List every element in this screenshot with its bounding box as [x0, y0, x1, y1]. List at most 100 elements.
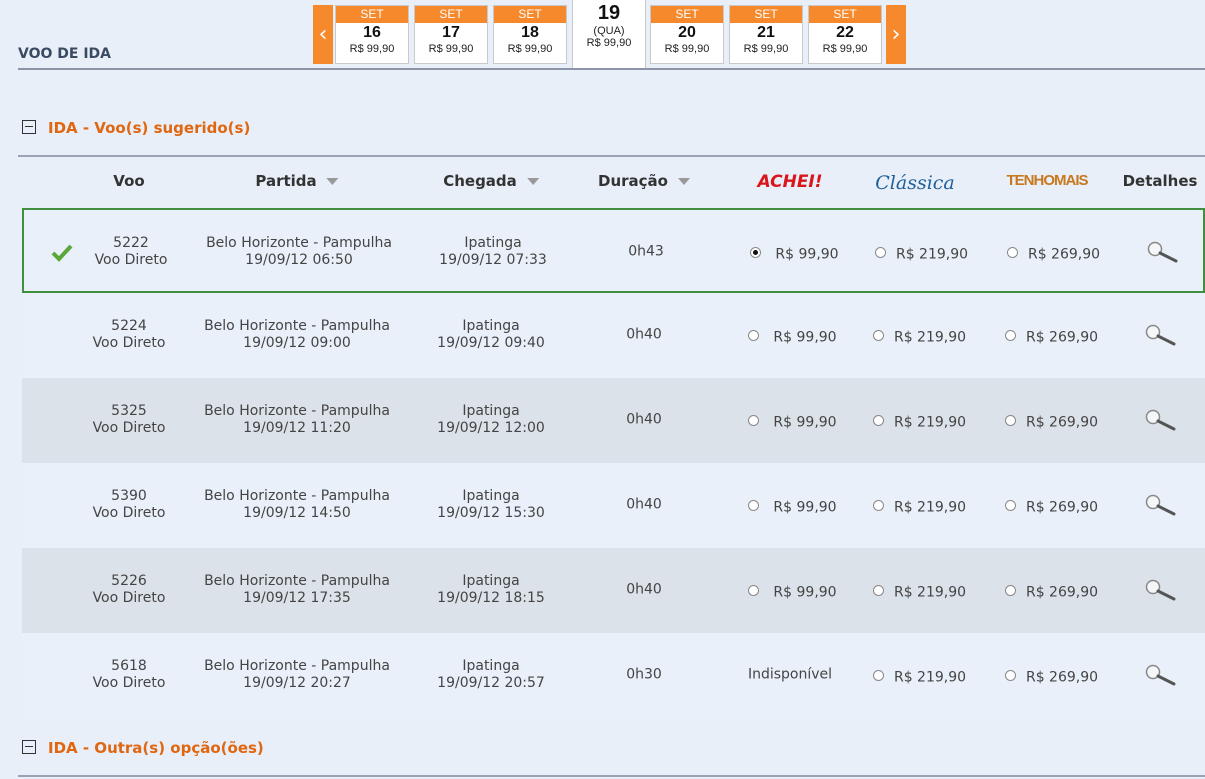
- date-option[interactable]: SET 17 R$ 99,90: [414, 5, 488, 64]
- sort-icon: [526, 178, 539, 185]
- fare-radio[interactable]: [1005, 670, 1016, 681]
- flight-line: 5224: [111, 318, 147, 334]
- flight-line: Voo Direto: [94, 252, 168, 268]
- section[interactable]: IDA - Voo(s) sugerido(s): [22, 119, 250, 137]
- month: SET: [651, 6, 723, 23]
- header-text: Detalhes: [1122, 172, 1198, 190]
- departure: Belo Horizonte - Pampulha 19/09/12 06:50: [206, 235, 392, 269]
- date-option[interactable]: SET 16 R$ 99,90: [335, 5, 409, 64]
- price: R$ 99,90: [822, 43, 868, 55]
- details-icon[interactable]: [1143, 493, 1177, 517]
- fare-radio[interactable]: [875, 247, 886, 258]
- flight: 5325 Voo Direto: [93, 403, 166, 437]
- fare-radio[interactable]: [1005, 415, 1016, 426]
- fare-radio[interactable]: [873, 670, 884, 681]
- day: 20: [678, 24, 696, 41]
- flight-line: 5222: [113, 235, 149, 251]
- departure-line: Belo Horizonte - Pampulha: [204, 658, 390, 674]
- details-icon[interactable]: [1143, 323, 1177, 347]
- header-text: Partida: [255, 172, 317, 190]
- day: 19: [597, 2, 621, 24]
- duration-line: 0h40: [626, 581, 662, 598]
- fare-price: R$ 219,90: [893, 499, 967, 516]
- fare-radio[interactable]: [1007, 247, 1018, 258]
- column-header[interactable]: Partida: [255, 172, 339, 190]
- fare-price: R$ 219,90: [895, 246, 969, 263]
- month: SET: [494, 6, 566, 23]
- flight-row: 5390 Voo Direto Belo Horizonte - Pampulha 1…: [22, 463, 1205, 548]
- flight-line: Voo Direto: [92, 590, 166, 606]
- fare-price: R$ 269,90: [1025, 329, 1099, 346]
- section[interactable]: IDA - Outra(s) opção(ões): [22, 739, 264, 757]
- arrival-line: Ipatinga: [462, 403, 520, 419]
- fare-price: R$ 99,90: [773, 329, 837, 346]
- departure-line: 19/09/12 17:35: [243, 590, 351, 606]
- departure-line: 19/09/12 09:00: [243, 335, 351, 351]
- departure: Belo Horizonte - Pampulha 19/09/12 20:27: [204, 658, 390, 692]
- header-text: Clássica: [875, 172, 955, 194]
- fare-radio[interactable]: [873, 500, 884, 511]
- day: 16: [363, 24, 381, 41]
- details-icon[interactable]: [1145, 240, 1179, 264]
- date-option[interactable]: SET 20 R$ 99,90: [650, 5, 724, 64]
- arrival: Ipatinga 19/09/12 07:33: [439, 235, 547, 269]
- flight-line: Voo Direto: [92, 335, 166, 351]
- fare-radio[interactable]: [1005, 330, 1016, 341]
- fare-radio[interactable]: [750, 247, 761, 258]
- fare-price: R$ 269,90: [1025, 669, 1099, 686]
- flight: 5618 Voo Direto: [93, 658, 166, 692]
- fare-radio[interactable]: [873, 415, 884, 426]
- header-text: TENHOMAIS: [1006, 172, 1089, 189]
- fare-price: R$ 99,90: [773, 584, 837, 601]
- departure-line: Belo Horizonte - Pampulha: [204, 318, 390, 334]
- fare-radio[interactable]: [748, 330, 759, 341]
- arrival-line: Ipatinga: [462, 658, 520, 674]
- date-option[interactable]: SET 22 R$ 99,90: [808, 5, 882, 64]
- sort-icon: [677, 178, 690, 185]
- date-option[interactable]: SET 21 R$ 99,90: [729, 5, 803, 64]
- details-icon[interactable]: [1143, 578, 1177, 602]
- header-text: Chegada: [443, 172, 517, 190]
- date-option[interactable]: SET 18 R$ 99,90: [493, 5, 567, 64]
- day: 18: [521, 24, 539, 41]
- arrival: Ipatinga 19/09/12 20:57: [437, 658, 545, 692]
- column-header[interactable]: Duração: [598, 172, 690, 190]
- month: SET: [809, 6, 881, 23]
- fare-radio[interactable]: [873, 330, 884, 341]
- price: R$ 99,90: [664, 43, 710, 55]
- next-arrow[interactable]: ›: [886, 5, 906, 64]
- departure-line: Belo Horizonte - Pampulha: [206, 235, 392, 251]
- section-title: IDA - Voo(s) sugerido(s): [48, 119, 251, 137]
- price: R$ 99,90: [349, 43, 395, 55]
- fare-radio[interactable]: [748, 415, 759, 426]
- month: SET: [336, 6, 408, 23]
- fare-radio[interactable]: [748, 585, 759, 596]
- duration: 0h40: [626, 412, 662, 429]
- arrival-line: 19/09/12 07:33: [439, 252, 547, 268]
- flight-line: 5325: [111, 403, 147, 419]
- details-icon[interactable]: [1143, 408, 1177, 432]
- arrival: Ipatinga 19/09/12 15:30: [437, 488, 545, 522]
- arrival: Ipatinga 19/09/12 09:40: [437, 318, 545, 352]
- fare-price: R$ 269,90: [1025, 499, 1099, 516]
- details-icon[interactable]: [1143, 663, 1177, 687]
- duration-line: 0h40: [626, 326, 662, 343]
- arrival-line: Ipatinga: [462, 318, 520, 334]
- fare-radio[interactable]: [1005, 585, 1016, 596]
- fare-price: R$ 99,90: [773, 499, 837, 516]
- fare-radio[interactable]: [873, 585, 884, 596]
- flight-line: Voo Direto: [92, 505, 166, 521]
- departure-line: Belo Horizonte - Pampulha: [204, 573, 390, 589]
- prev-arrow[interactable]: ‹: [313, 5, 333, 64]
- price: R$ 99,90: [428, 43, 474, 55]
- fare-radio[interactable]: [748, 500, 759, 511]
- flight: 5226 Voo Direto: [93, 573, 166, 607]
- duration: 0h30: [626, 667, 662, 684]
- flight-row: 5325 Voo Direto Belo Horizonte - Pampulha 1…: [22, 378, 1205, 463]
- date-option[interactable]: SET19(QUA)R$ 99,90: [572, 0, 646, 70]
- departure: Belo Horizonte - Pampulha 19/09/12 14:50: [204, 488, 390, 522]
- fare-radio[interactable]: [1005, 500, 1016, 511]
- arrival-line: Ipatinga: [462, 488, 520, 504]
- column-header[interactable]: Chegada: [443, 172, 539, 190]
- flight-line: 5226: [111, 573, 147, 589]
